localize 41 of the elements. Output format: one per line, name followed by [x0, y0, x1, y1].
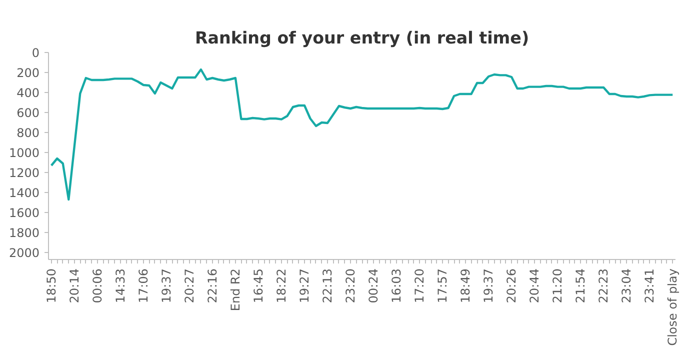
- x-tick-label: 23:20: [343, 268, 358, 304]
- y-tick-label: 1400: [8, 186, 40, 200]
- x-tick-label: 00:24: [366, 268, 381, 304]
- y-tick-label: 800: [16, 126, 40, 140]
- chart-title: Ranking of your entry (in real time): [194, 28, 530, 48]
- y-tick-label: 1600: [8, 206, 40, 220]
- x-tick-label: 22:23: [596, 268, 611, 304]
- x-tick-label: Close of play: [666, 268, 680, 346]
- x-tick-label: 21:20: [550, 268, 565, 304]
- y-tick-label: 1200: [8, 166, 40, 180]
- x-tick-label: 23:04: [620, 268, 634, 304]
- line-series: [50, 68, 674, 201]
- x-tick-label: 20:27: [182, 268, 196, 304]
- x-tick-label: 16:03: [390, 268, 404, 304]
- y-tick-label: 400: [16, 86, 40, 100]
- x-tick-label: 19:37: [159, 268, 174, 304]
- y-tick-label: 1800: [8, 226, 40, 240]
- x-tick-label: 19:27: [297, 268, 312, 304]
- y-tick-label: 600: [16, 106, 40, 120]
- x-tick-label: 19:37: [482, 268, 496, 304]
- y-tick-label: 200: [16, 66, 40, 80]
- x-tick-label: 20:44: [528, 268, 542, 304]
- y-tick-label: 0: [32, 46, 40, 60]
- x-tick-label: 14:33: [113, 268, 128, 304]
- x-tick-label: 17:57: [436, 268, 450, 304]
- x-tick-label: 23:41: [642, 268, 657, 304]
- x-tick-label: 00:06: [90, 268, 104, 304]
- x-tick-label: 18:50: [44, 268, 58, 304]
- y-tick-label: 1000: [8, 146, 40, 160]
- x-tick-label: 18:22: [274, 268, 288, 304]
- x-tick-label: 20:14: [67, 268, 82, 304]
- x-tick-label: 22:16: [205, 268, 220, 304]
- x-tick-label: 22:13: [320, 268, 334, 304]
- x-tick-label: End R2: [228, 268, 242, 312]
- x-tick-label: 17:20: [412, 268, 427, 304]
- x-tick-label: 18:49: [458, 268, 473, 304]
- x-tick-label: 21:54: [574, 268, 588, 304]
- x-tick-label: 16:45: [251, 268, 266, 304]
- x-tick-label: 17:06: [136, 268, 150, 304]
- y-tick-label: 2000: [8, 246, 40, 260]
- x-tick-label: 20:26: [504, 268, 519, 304]
